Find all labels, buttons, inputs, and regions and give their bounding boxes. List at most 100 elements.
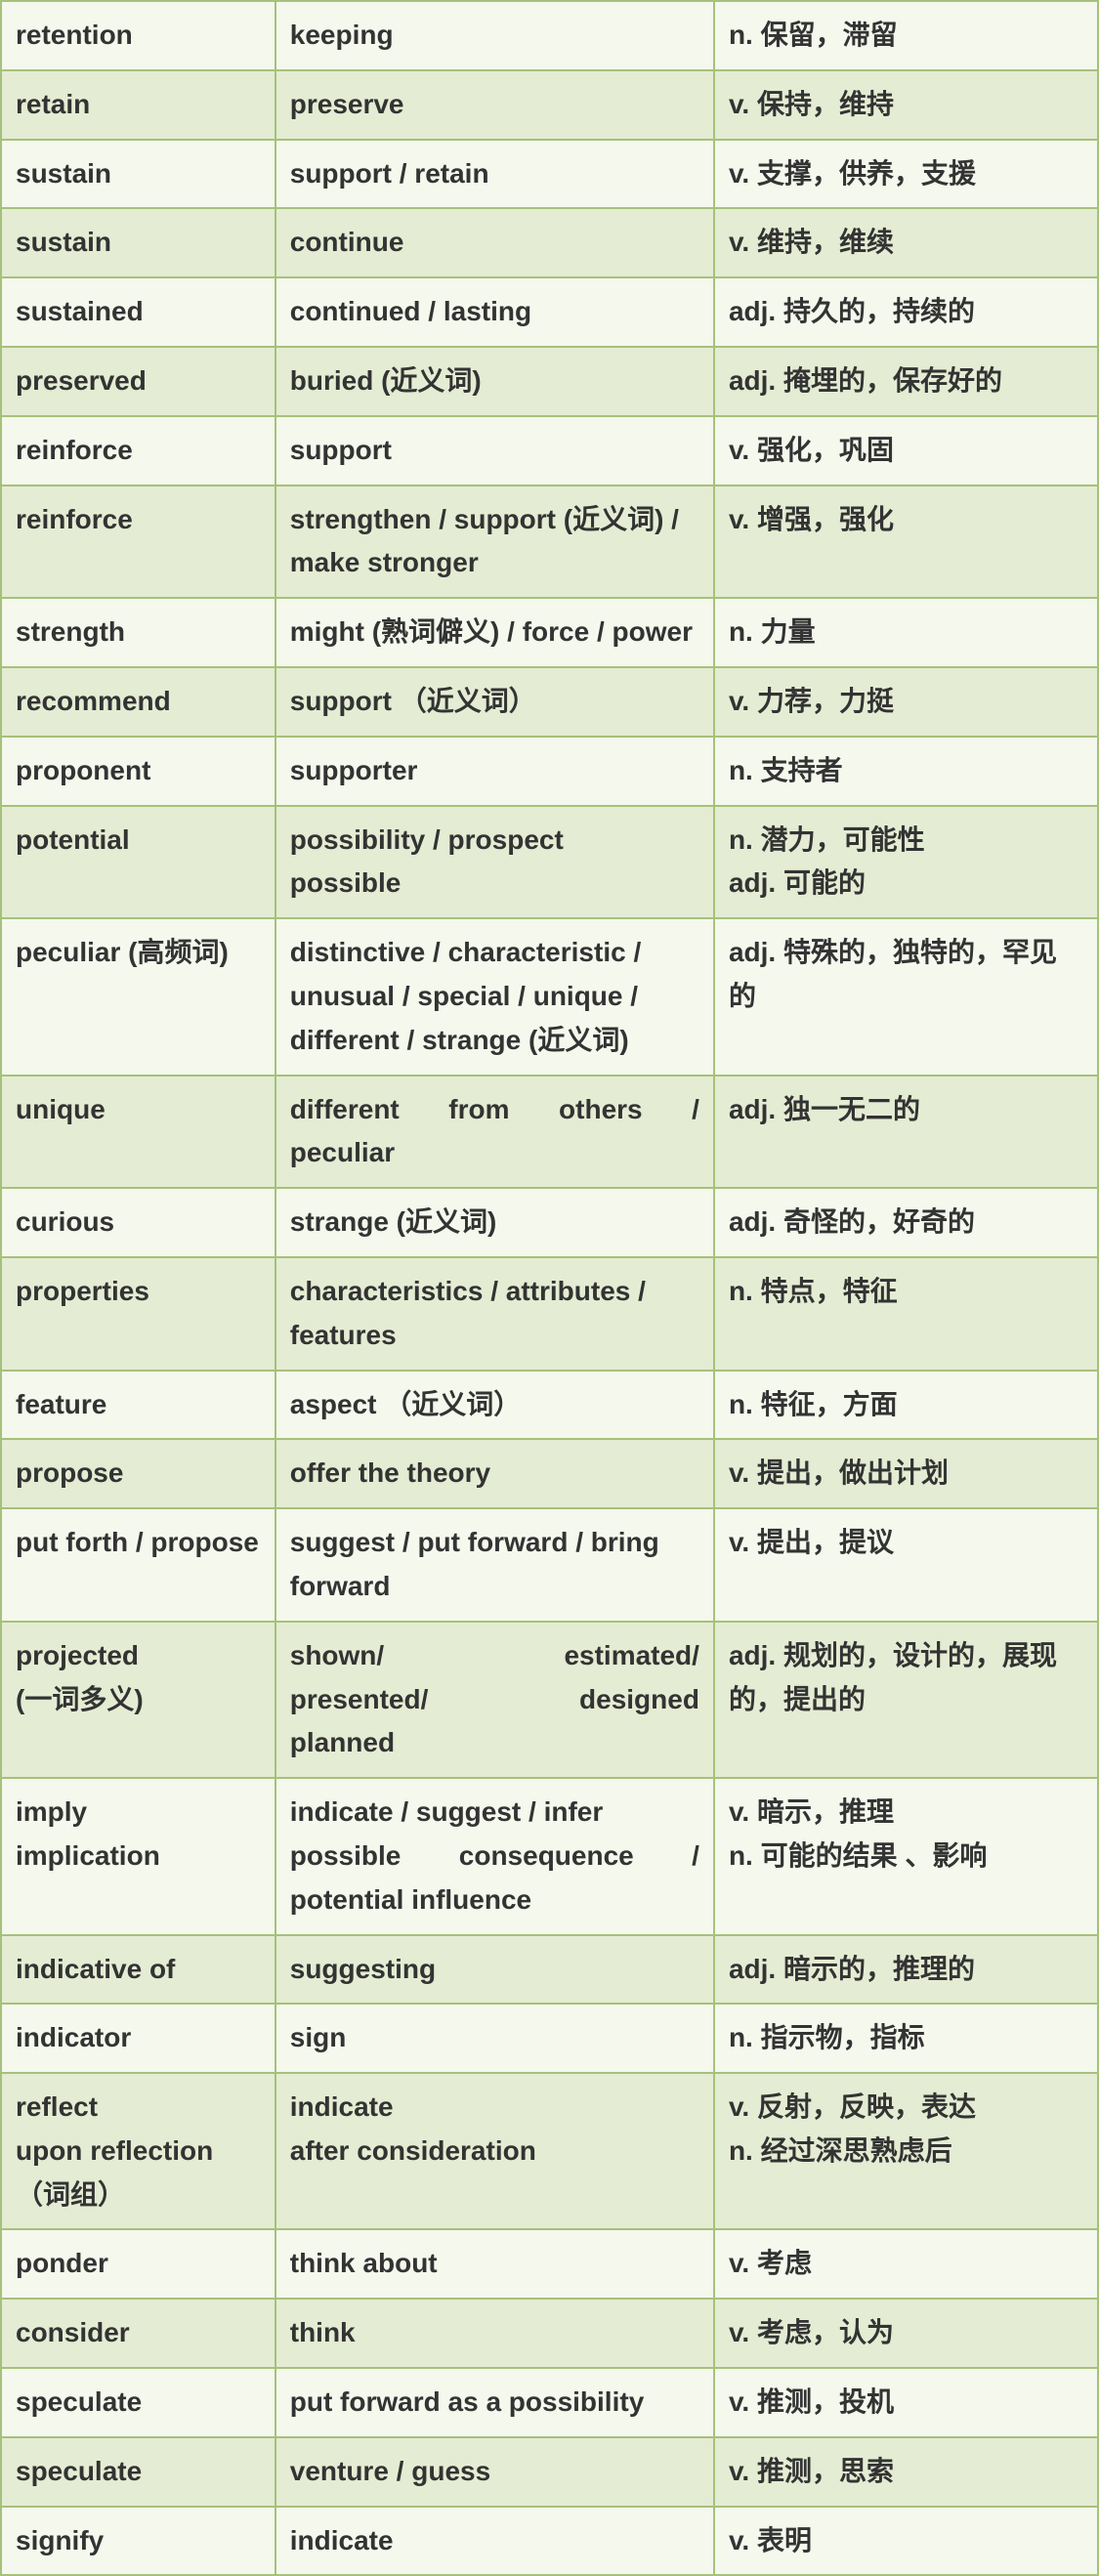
word-cell: implyimplication bbox=[1, 1778, 275, 1934]
table-row: implyimplicationindicate / suggest / inf… bbox=[1, 1778, 1098, 1934]
synonym-cell: support / retain bbox=[275, 140, 714, 209]
word-cell: peculiar (高频词) bbox=[1, 918, 275, 1075]
table-row: proponentsupportern. 支持者 bbox=[1, 737, 1098, 806]
table-row: retainpreservev. 保持，维持 bbox=[1, 70, 1098, 140]
table-row: speculateventure / guessv. 推测，思索 bbox=[1, 2437, 1098, 2507]
word-cell: reinforce bbox=[1, 416, 275, 486]
word-cell: unique bbox=[1, 1076, 275, 1189]
synonym-cell: indicate / suggest / inferpossible conse… bbox=[275, 1778, 714, 1934]
synonym-cell: aspect （近义词） bbox=[275, 1371, 714, 1440]
definition-cell: adj. 暗示的，推理的 bbox=[714, 1935, 1098, 2005]
table-row: propertiescharacteristics / attributes /… bbox=[1, 1257, 1098, 1371]
table-row: strengthmight (熟词僻义) / force / powern. 力… bbox=[1, 598, 1098, 667]
definition-cell: v. 支撑，供养，支援 bbox=[714, 140, 1098, 209]
synonym-cell: support （近义词） bbox=[275, 667, 714, 737]
table-row: ponderthink aboutv. 考虑 bbox=[1, 2229, 1098, 2299]
table-row: signifyindicatev. 表明 bbox=[1, 2507, 1098, 2576]
definition-cell: v. 推测，思索 bbox=[714, 2437, 1098, 2507]
definition-cell: v. 表明 bbox=[714, 2507, 1098, 2576]
definition-cell: n. 力量 bbox=[714, 598, 1098, 667]
table-row: sustainsupport / retainv. 支撑，供养，支援 bbox=[1, 140, 1098, 209]
word-cell: curious bbox=[1, 1188, 275, 1257]
synonym-cell: offer the theory bbox=[275, 1439, 714, 1508]
definition-cell: v. 暗示，推理n. 可能的结果 、影响 bbox=[714, 1778, 1098, 1934]
synonym-cell: indicateafter consideration bbox=[275, 2073, 714, 2229]
word-cell: signify bbox=[1, 2507, 275, 2576]
synonym-cell: continue bbox=[275, 208, 714, 277]
word-cell: speculate bbox=[1, 2368, 275, 2437]
word-cell: projected(一词多义) bbox=[1, 1622, 275, 1778]
definition-cell: v. 维持，维续 bbox=[714, 208, 1098, 277]
synonym-cell: strengthen / support (近义词) / make strong… bbox=[275, 486, 714, 599]
table-row: indicatorsignn. 指示物，指标 bbox=[1, 2004, 1098, 2073]
synonym-cell: continued / lasting bbox=[275, 277, 714, 347]
word-cell: speculate bbox=[1, 2437, 275, 2507]
synonym-cell: characteristics / attributes / features bbox=[275, 1257, 714, 1371]
definition-cell: adj. 规划的，设计的，展现的，提出的 bbox=[714, 1622, 1098, 1778]
synonym-cell: venture / guess bbox=[275, 2437, 714, 2507]
synonym-cell: think about bbox=[275, 2229, 714, 2299]
synonym-cell: preserve bbox=[275, 70, 714, 140]
word-cell: reinforce bbox=[1, 486, 275, 599]
synonym-cell: different from others /peculiar bbox=[275, 1076, 714, 1189]
synonym-cell: supporter bbox=[275, 737, 714, 806]
definition-cell: v. 力荐，力挺 bbox=[714, 667, 1098, 737]
definition-cell: n. 特点，特征 bbox=[714, 1257, 1098, 1371]
table-row: considerthinkv. 考虑，认为 bbox=[1, 2299, 1098, 2368]
definition-cell: v. 提出，提议 bbox=[714, 1508, 1098, 1622]
definition-cell: n. 保留，滞留 bbox=[714, 1, 1098, 70]
word-cell: retain bbox=[1, 70, 275, 140]
synonym-cell: distinctive / characteristic / unusual /… bbox=[275, 918, 714, 1075]
word-cell: sustain bbox=[1, 208, 275, 277]
table-row: potentialpossibility / prospectpossiblen… bbox=[1, 806, 1098, 919]
vocab-table-body: retentionkeepingn. 保留，滞留retainpreservev.… bbox=[1, 1, 1098, 2575]
word-cell: potential bbox=[1, 806, 275, 919]
table-row: speculateput forward as a possibilityv. … bbox=[1, 2368, 1098, 2437]
vocab-table: retentionkeepingn. 保留，滞留retainpreservev.… bbox=[0, 0, 1099, 2576]
word-cell: preserved bbox=[1, 347, 275, 416]
synonym-cell: suggesting bbox=[275, 1935, 714, 2005]
table-row: reflectupon reflection（词组）indicateafter … bbox=[1, 2073, 1098, 2229]
definition-cell: v. 强化，巩固 bbox=[714, 416, 1098, 486]
synonym-cell: put forward as a possibility bbox=[275, 2368, 714, 2437]
word-cell: recommend bbox=[1, 667, 275, 737]
synonym-cell: strange (近义词) bbox=[275, 1188, 714, 1257]
table-row: sustaincontinuev. 维持，维续 bbox=[1, 208, 1098, 277]
synonym-cell: think bbox=[275, 2299, 714, 2368]
table-row: retentionkeepingn. 保留，滞留 bbox=[1, 1, 1098, 70]
word-cell: sustained bbox=[1, 277, 275, 347]
word-cell: proponent bbox=[1, 737, 275, 806]
synonym-cell: indicate bbox=[275, 2507, 714, 2576]
table-row: preservedburied (近义词)adj. 掩埋的，保存好的 bbox=[1, 347, 1098, 416]
definition-cell: v. 反射，反映，表达n. 经过深思熟虑后 bbox=[714, 2073, 1098, 2229]
definition-cell: n. 指示物，指标 bbox=[714, 2004, 1098, 2073]
definition-cell: v. 增强，强化 bbox=[714, 486, 1098, 599]
definition-cell: adj. 持久的，持续的 bbox=[714, 277, 1098, 347]
synonym-cell: support bbox=[275, 416, 714, 486]
word-cell: indicative of bbox=[1, 1935, 275, 2005]
table-row: uniquedifferent from others /peculiaradj… bbox=[1, 1076, 1098, 1189]
table-row: reinforcesupportv. 强化，巩固 bbox=[1, 416, 1098, 486]
table-row: reinforcestrengthen / support (近义词) / ma… bbox=[1, 486, 1098, 599]
definition-cell: v. 提出，做出计划 bbox=[714, 1439, 1098, 1508]
definition-cell: adj. 奇怪的，好奇的 bbox=[714, 1188, 1098, 1257]
synonym-cell: might (熟词僻义) / force / power bbox=[275, 598, 714, 667]
table-row: recommendsupport （近义词）v. 力荐，力挺 bbox=[1, 667, 1098, 737]
word-cell: sustain bbox=[1, 140, 275, 209]
word-cell: consider bbox=[1, 2299, 275, 2368]
definition-cell: n. 支持者 bbox=[714, 737, 1098, 806]
word-cell: put forth / propose bbox=[1, 1508, 275, 1622]
word-cell: properties bbox=[1, 1257, 275, 1371]
synonym-cell: buried (近义词) bbox=[275, 347, 714, 416]
table-row: indicative ofsuggestingadj. 暗示的，推理的 bbox=[1, 1935, 1098, 2005]
definition-cell: n. 特征，方面 bbox=[714, 1371, 1098, 1440]
definition-cell: adj. 独一无二的 bbox=[714, 1076, 1098, 1189]
definition-cell: v. 保持，维持 bbox=[714, 70, 1098, 140]
synonym-cell: shown/ estimated/presented/ designedplan… bbox=[275, 1622, 714, 1778]
word-cell: feature bbox=[1, 1371, 275, 1440]
word-cell: propose bbox=[1, 1439, 275, 1508]
definition-cell: v. 考虑 bbox=[714, 2229, 1098, 2299]
word-cell: strength bbox=[1, 598, 275, 667]
table-row: proposeoffer the theoryv. 提出，做出计划 bbox=[1, 1439, 1098, 1508]
definition-cell: n. 潜力，可能性adj. 可能的 bbox=[714, 806, 1098, 919]
